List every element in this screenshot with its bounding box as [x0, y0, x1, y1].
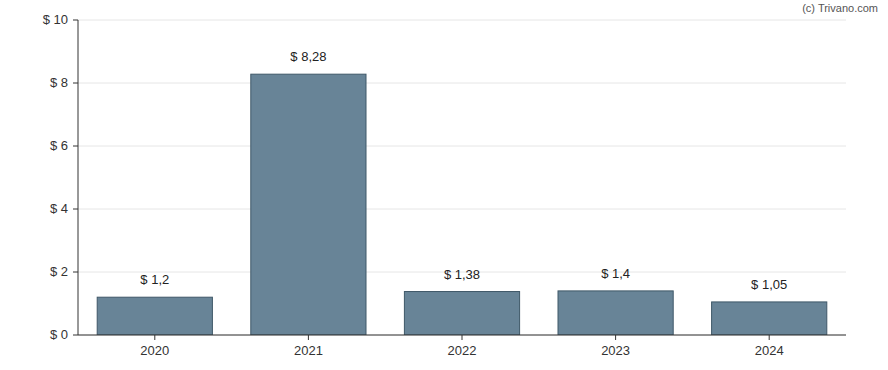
x-tick [308, 335, 309, 340]
data-label: $ 1,4 [601, 266, 630, 281]
annotation: (c) Trivano.com [802, 2, 878, 14]
bar [404, 292, 519, 335]
tick-mark [73, 146, 78, 147]
data-label: $ 8,28 [290, 49, 326, 64]
tick-label: $ 6 [50, 138, 68, 153]
data-label: $ 1,05 [751, 277, 787, 292]
grid-line [78, 209, 846, 210]
tick-mark [73, 272, 78, 273]
data-label: $ 1,2 [140, 272, 169, 287]
x-tick [462, 335, 463, 340]
category-label: 2024 [755, 343, 784, 358]
category-label: 2020 [140, 343, 169, 358]
bars [97, 74, 827, 335]
tick-label: $ 8 [50, 75, 68, 90]
tick-label: $ 4 [50, 201, 68, 216]
tick-label: $ 0 [50, 327, 68, 342]
x-tick [615, 335, 616, 340]
bar [558, 291, 673, 335]
tick-mark [73, 83, 78, 84]
x-axis [78, 335, 846, 336]
grid-line [78, 335, 846, 336]
data-label: $ 1,38 [444, 267, 480, 282]
tick-mark [73, 335, 78, 336]
tick-mark [73, 20, 78, 21]
grid-line [78, 20, 846, 21]
x-tick [769, 335, 770, 340]
category-label: 2022 [448, 343, 477, 358]
chart: $ 0 $ 2 $ 4 $ 6 $ 8 $ 10 $ 1,2 $ 8,28 $ 1,38 $ 1,… [0, 0, 888, 370]
bar [251, 74, 366, 335]
x-tick [154, 335, 155, 340]
y-axis [78, 20, 79, 335]
category-label: 2023 [601, 343, 630, 358]
tick-mark [73, 209, 78, 210]
grid-line [78, 146, 846, 147]
tick-label: $ 10 [43, 12, 68, 27]
bar [712, 302, 827, 335]
bar [97, 297, 212, 335]
category-label: 2021 [294, 343, 323, 358]
tick-label: $ 2 [50, 264, 68, 279]
grid-line [78, 83, 846, 84]
